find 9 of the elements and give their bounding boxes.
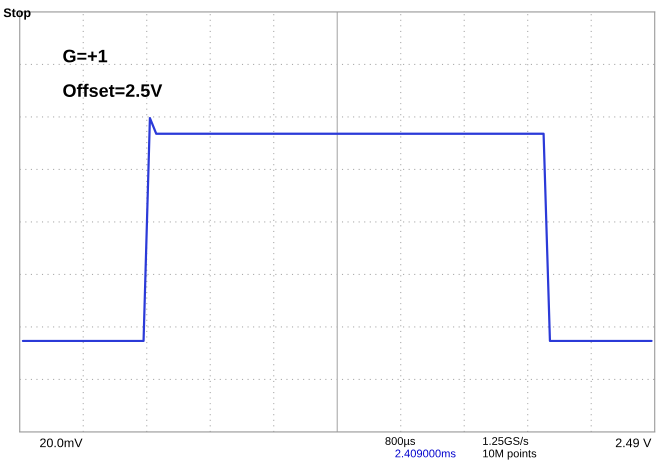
text: 20.0mV [40, 438, 83, 448]
text: G=+1 [63, 50, 108, 62]
text: 10M points [483, 449, 536, 460]
text: 2.49 V [616, 438, 652, 448]
text: Offset=2.5V [63, 84, 162, 97]
text: 800µs [385, 437, 416, 448]
text: Stop [4, 8, 31, 20]
text: 2.409000ms [395, 450, 456, 458]
text: 1.25GS/s [483, 436, 528, 445]
